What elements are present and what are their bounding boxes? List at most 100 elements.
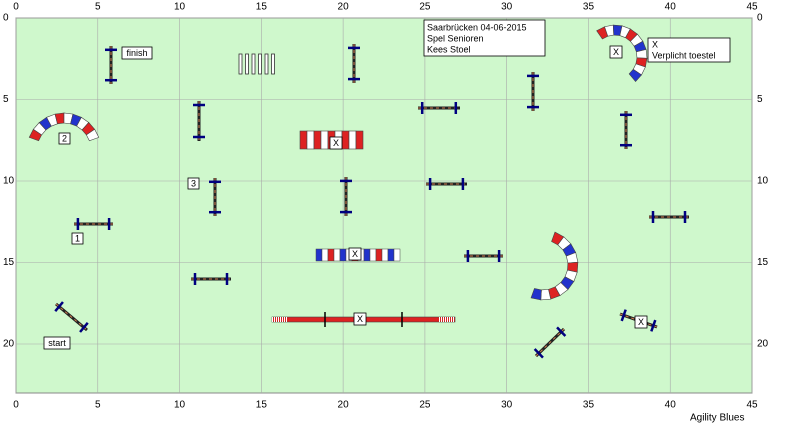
marker: X <box>357 314 363 324</box>
y-tick-label-right: 20 <box>757 339 769 350</box>
weave-block <box>315 248 323 262</box>
dog-walk-end <box>284 317 285 322</box>
weave-block <box>321 248 329 262</box>
x-tick-label-top: 30 <box>501 2 513 13</box>
x-tick-label-top: 45 <box>746 2 758 13</box>
weave-block <box>393 248 401 262</box>
x-tick-label-top: 10 <box>174 2 186 13</box>
tire-bar <box>251 53 256 75</box>
tire-bar <box>264 53 269 75</box>
weave-block <box>333 248 341 262</box>
tire-bar <box>245 53 249 75</box>
dog-walk-end <box>445 317 446 322</box>
jump-post <box>54 301 64 313</box>
marker-box <box>353 312 367 326</box>
legend-box <box>647 37 731 63</box>
dog-walk-end <box>447 317 448 322</box>
dog-walk-end <box>274 317 275 322</box>
marker-box <box>634 315 648 329</box>
tunnel-segment <box>85 128 100 142</box>
x-tick-label-top: 20 <box>338 2 350 13</box>
marker-box <box>609 45 623 59</box>
dog-walk-end <box>278 317 279 322</box>
jump-post <box>79 321 89 333</box>
tunnel-segment <box>530 288 542 301</box>
dog-walk-end <box>441 317 442 322</box>
dog-walk-end <box>443 317 444 322</box>
x-tick-label-bottom: 45 <box>746 400 758 411</box>
jump-bar-stripe <box>55 303 88 331</box>
weave-block <box>363 248 371 262</box>
tunnel-segment <box>628 68 642 82</box>
marker: X <box>638 317 644 327</box>
x-tick-label-top: 40 <box>665 2 677 13</box>
field <box>15 17 753 394</box>
label-box <box>71 232 84 245</box>
a-frame-slat <box>313 130 322 150</box>
tire-bar <box>238 53 243 75</box>
dog-walk-end <box>276 317 277 322</box>
footer: Agility Blues <box>690 413 744 424</box>
a-frame-slat <box>341 130 350 150</box>
y-tick-label-right: 15 <box>757 257 769 268</box>
y-tick-label-left: 10 <box>3 176 15 187</box>
x-tick-label-top: 5 <box>95 2 101 13</box>
jump-bar-stripe <box>535 328 565 357</box>
label: 3 <box>191 178 196 188</box>
y-tick-label-left: 5 <box>3 94 9 105</box>
x-tick-label-bottom: 15 <box>256 400 268 411</box>
info-line: Kees Stoel <box>427 44 471 54</box>
x-tick-label-bottom: 25 <box>419 400 431 411</box>
info-box <box>423 19 546 57</box>
a-frame-slat <box>355 130 364 150</box>
x-tick-label-top: 15 <box>256 2 268 13</box>
dog-walk-end <box>282 317 283 322</box>
x-tick-label-bottom: 10 <box>174 400 186 411</box>
dog-walk-end <box>280 317 281 322</box>
y-tick-label-left: 20 <box>3 339 15 350</box>
dog-walk-end <box>451 317 452 322</box>
tire-bar <box>271 53 275 75</box>
marker-box <box>329 136 343 150</box>
marker: X <box>613 47 619 57</box>
info-line: Saarbrücken 04-06-2015 <box>427 22 527 32</box>
weave-block <box>375 248 383 262</box>
legend-text: Verplicht toestel <box>652 50 716 60</box>
marker-box <box>348 247 362 261</box>
label-box <box>121 46 153 60</box>
y-tick-label-right: 0 <box>757 13 763 24</box>
legend-marker: X <box>652 39 658 49</box>
jump-post <box>620 309 627 322</box>
x-tick-label-top: 25 <box>419 2 431 13</box>
weave-block <box>327 248 335 262</box>
a-frame-slat <box>306 130 315 150</box>
weave-block <box>381 248 389 262</box>
marker: X <box>333 138 339 148</box>
tire-bar <box>258 53 262 75</box>
dog-walk-end <box>286 317 287 322</box>
x-tick-label-bottom: 0 <box>13 400 19 411</box>
weave-block <box>339 248 347 262</box>
label: start <box>48 338 66 348</box>
dog-walk-end <box>453 317 454 322</box>
label: 1 <box>75 233 80 243</box>
x-tick-label-bottom: 30 <box>501 400 513 411</box>
a-frame-slat <box>299 130 308 150</box>
a-frame-slat <box>348 130 357 150</box>
jump-post <box>556 326 567 337</box>
label-box <box>58 132 71 145</box>
y-tick-label-left: 15 <box>3 257 15 268</box>
weave-block <box>369 248 377 262</box>
label-box <box>43 336 71 350</box>
label: 2 <box>62 133 67 143</box>
jump-post <box>650 319 657 332</box>
jump-post <box>533 348 544 359</box>
x-tick-label-bottom: 40 <box>665 400 677 411</box>
y-tick-label-right: 10 <box>757 176 769 187</box>
dog-walk-end <box>272 317 273 322</box>
x-tick-label-bottom: 20 <box>338 400 350 411</box>
x-tick-label-top: 35 <box>583 2 595 13</box>
x-tick-label-top: 0 <box>13 2 19 13</box>
dog-walk-end <box>439 317 440 322</box>
